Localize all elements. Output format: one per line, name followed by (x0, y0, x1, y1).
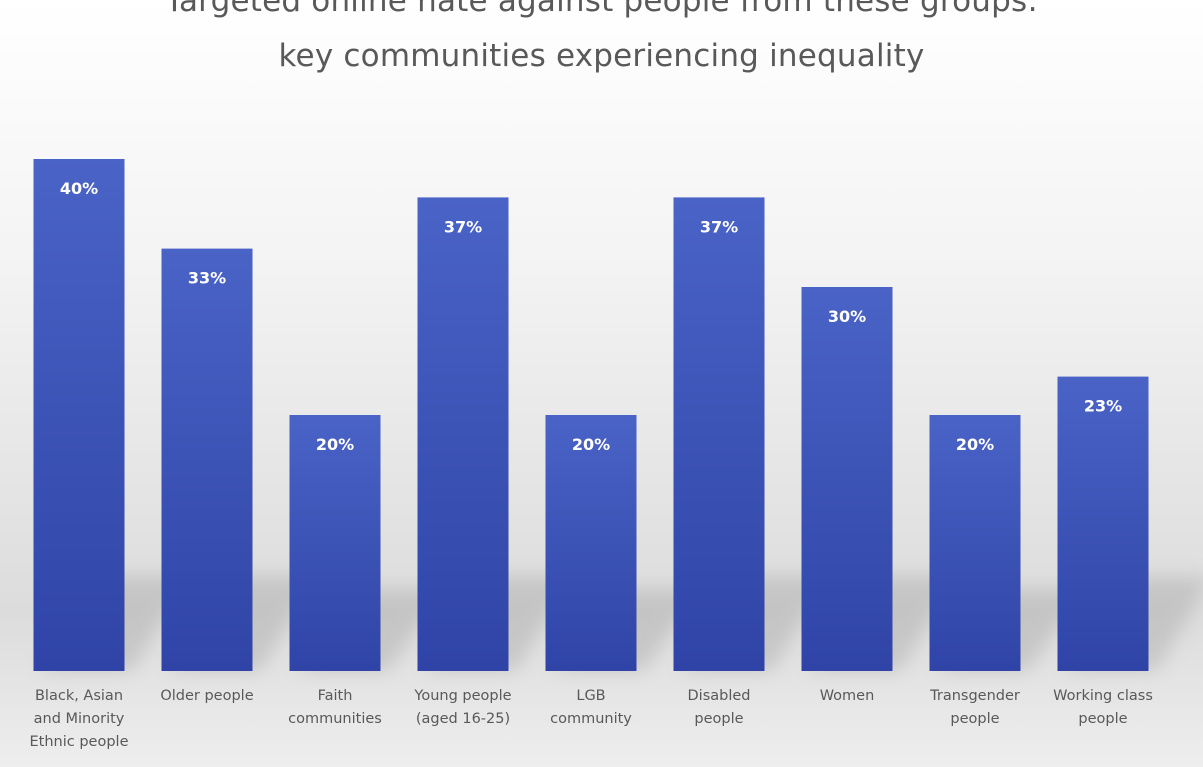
chart-title-line-1: Targeted online hate against people from… (164, 0, 1039, 19)
category-tick-label: Working class people (1053, 688, 1153, 727)
category-tick-label: Older people (160, 688, 253, 704)
bar (1057, 376, 1149, 671)
bar (673, 197, 765, 671)
bar (801, 287, 893, 671)
bar-value-label: 33% (188, 269, 226, 288)
bar-value-label: 40% (60, 179, 98, 198)
bar-value-label: 20% (956, 435, 994, 454)
category-tick-label: Disabled people (688, 688, 751, 727)
bar-value-label: 20% (316, 435, 354, 454)
value-labels: 40% 33% 20% 37% 20% 37% 30% 20% 23% (60, 179, 1122, 454)
bar (161, 248, 253, 671)
bar-value-label: 30% (828, 307, 866, 326)
bar (289, 415, 381, 671)
bar (929, 415, 1021, 671)
bar (545, 415, 637, 671)
chart-title-line-2: key communities experiencing inequality (278, 38, 925, 74)
category-tick-label: Transgender people (929, 688, 1020, 727)
bar-value-label: 37% (444, 217, 482, 236)
category-tick-label: Young people (aged 16-25) (413, 688, 511, 727)
category-tick-label: Women (820, 688, 875, 704)
category-tick-label: LGB community (550, 688, 632, 727)
bar-value-label: 20% (572, 435, 610, 454)
category-labels: Black, Asian and Minority Ethnic people Old… (30, 688, 1153, 750)
chart-title: Targeted online hate against people from… (0, 0, 1203, 84)
bar-value-label: 37% (700, 217, 738, 236)
bar (33, 159, 125, 671)
bar (417, 197, 509, 671)
bar-value-label: 23% (1084, 397, 1122, 416)
category-tick-label: Faith communities (288, 688, 382, 727)
category-tick-label: Black, Asian and Minority Ethnic people (30, 688, 129, 750)
bars (33, 159, 1149, 671)
